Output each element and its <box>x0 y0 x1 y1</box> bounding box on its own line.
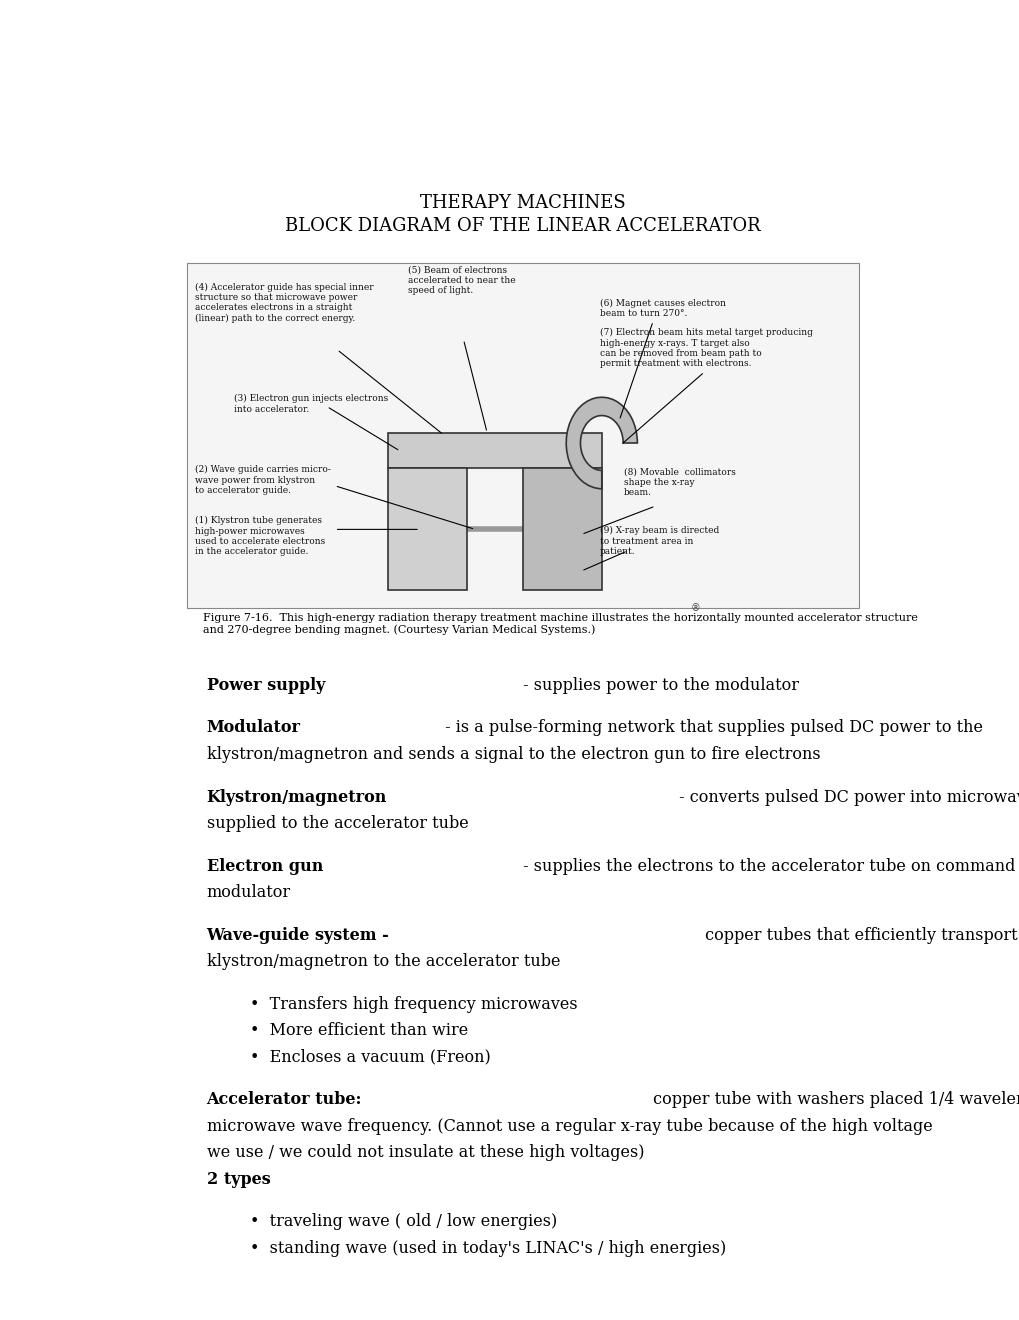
Text: - supplies power to the modulator: - supplies power to the modulator <box>518 677 799 694</box>
Text: •  Transfers high frequency microwaves: • Transfers high frequency microwaves <box>250 995 577 1012</box>
Text: THERAPY MACHINES: THERAPY MACHINES <box>420 194 625 213</box>
Text: (4) Accelerator guide has special inner
structure so that microwave power
accele: (4) Accelerator guide has special inner … <box>195 282 373 323</box>
Text: (9) X-ray beam is directed
to treatment area in
patient.: (9) X-ray beam is directed to treatment … <box>599 527 718 556</box>
Text: microwave wave frequency. (Cannot use a regular x-ray tube because of the high v: microwave wave frequency. (Cannot use a … <box>206 1118 931 1135</box>
Text: copper tube with washers placed 1/4 wavelength apart of the incoming: copper tube with washers placed 1/4 wave… <box>647 1092 1019 1109</box>
Wedge shape <box>566 397 637 488</box>
Text: 2 types: 2 types <box>206 1171 270 1188</box>
Text: - is a pulse-forming network that supplies pulsed DC power to the: - is a pulse-forming network that suppli… <box>440 719 982 737</box>
Text: (6) Magnet causes electron
beam to turn 270°.: (6) Magnet causes electron beam to turn … <box>599 298 726 318</box>
Text: Figure 7-16.  This high-energy radiation therapy treatment machine illustrates t: Figure 7-16. This high-energy radiation … <box>203 612 916 635</box>
Text: copper tubes that efficiently transport microwave energy from the: copper tubes that efficiently transport … <box>699 927 1019 944</box>
Text: - converts pulsed DC power into microwave radiation that is: - converts pulsed DC power into microwav… <box>674 788 1019 805</box>
Text: (3) Electron gun injects electrons
into accelerator.: (3) Electron gun injects electrons into … <box>234 395 388 413</box>
Text: (1) Klystron tube generates
high-power microwaves
used to accelerate electrons
i: (1) Klystron tube generates high-power m… <box>195 516 325 557</box>
Text: - supplies the electrons to the accelerator tube on command from the: - supplies the electrons to the accelera… <box>518 858 1019 875</box>
FancyBboxPatch shape <box>522 469 601 590</box>
Text: ®: ® <box>690 603 699 614</box>
Text: klystron/magnetron to the accelerator tube: klystron/magnetron to the accelerator tu… <box>206 953 559 970</box>
Text: Klystron/magnetron: Klystron/magnetron <box>206 788 386 805</box>
Text: we use / we could not insulate at these high voltages): we use / we could not insulate at these … <box>206 1144 643 1162</box>
Text: •  standing wave (used in today's LINAC's / high energies): • standing wave (used in today's LINAC's… <box>250 1239 726 1257</box>
Text: modulator: modulator <box>206 884 290 902</box>
Text: (2) Wave guide carries micro-
wave power from klystron
to accelerator guide.: (2) Wave guide carries micro- wave power… <box>195 466 330 495</box>
Text: •  More efficient than wire: • More efficient than wire <box>250 1022 468 1039</box>
FancyBboxPatch shape <box>388 469 467 590</box>
Text: (5) Beam of electrons
accelerated to near the
speed of light.: (5) Beam of electrons accelerated to nea… <box>408 265 516 294</box>
Text: supplied to the accelerator tube: supplied to the accelerator tube <box>206 814 468 832</box>
Text: •  traveling wave ( old / low energies): • traveling wave ( old / low energies) <box>250 1213 556 1230</box>
Text: Wave-guide system -: Wave-guide system - <box>206 927 389 944</box>
Text: Accelerator tube:: Accelerator tube: <box>206 1092 362 1109</box>
Text: •  Encloses a vacuum (Freon): • Encloses a vacuum (Freon) <box>250 1049 490 1065</box>
Text: (7) Electron beam hits metal target producing
high-energy x-rays. T target also
: (7) Electron beam hits metal target prod… <box>599 329 812 368</box>
Text: klystron/magnetron and sends a signal to the electron gun to fire electrons: klystron/magnetron and sends a signal to… <box>206 746 819 763</box>
Text: Modulator: Modulator <box>206 719 301 737</box>
Text: (8) Movable  collimators
shape the x-ray
beam.: (8) Movable collimators shape the x-ray … <box>624 467 735 498</box>
FancyBboxPatch shape <box>388 433 601 469</box>
Text: BLOCK DIAGRAM OF THE LINEAR ACCELERATOR: BLOCK DIAGRAM OF THE LINEAR ACCELERATOR <box>284 218 760 235</box>
Text: Electron gun: Electron gun <box>206 858 323 875</box>
FancyBboxPatch shape <box>186 263 858 607</box>
Text: Power supply: Power supply <box>206 677 325 694</box>
